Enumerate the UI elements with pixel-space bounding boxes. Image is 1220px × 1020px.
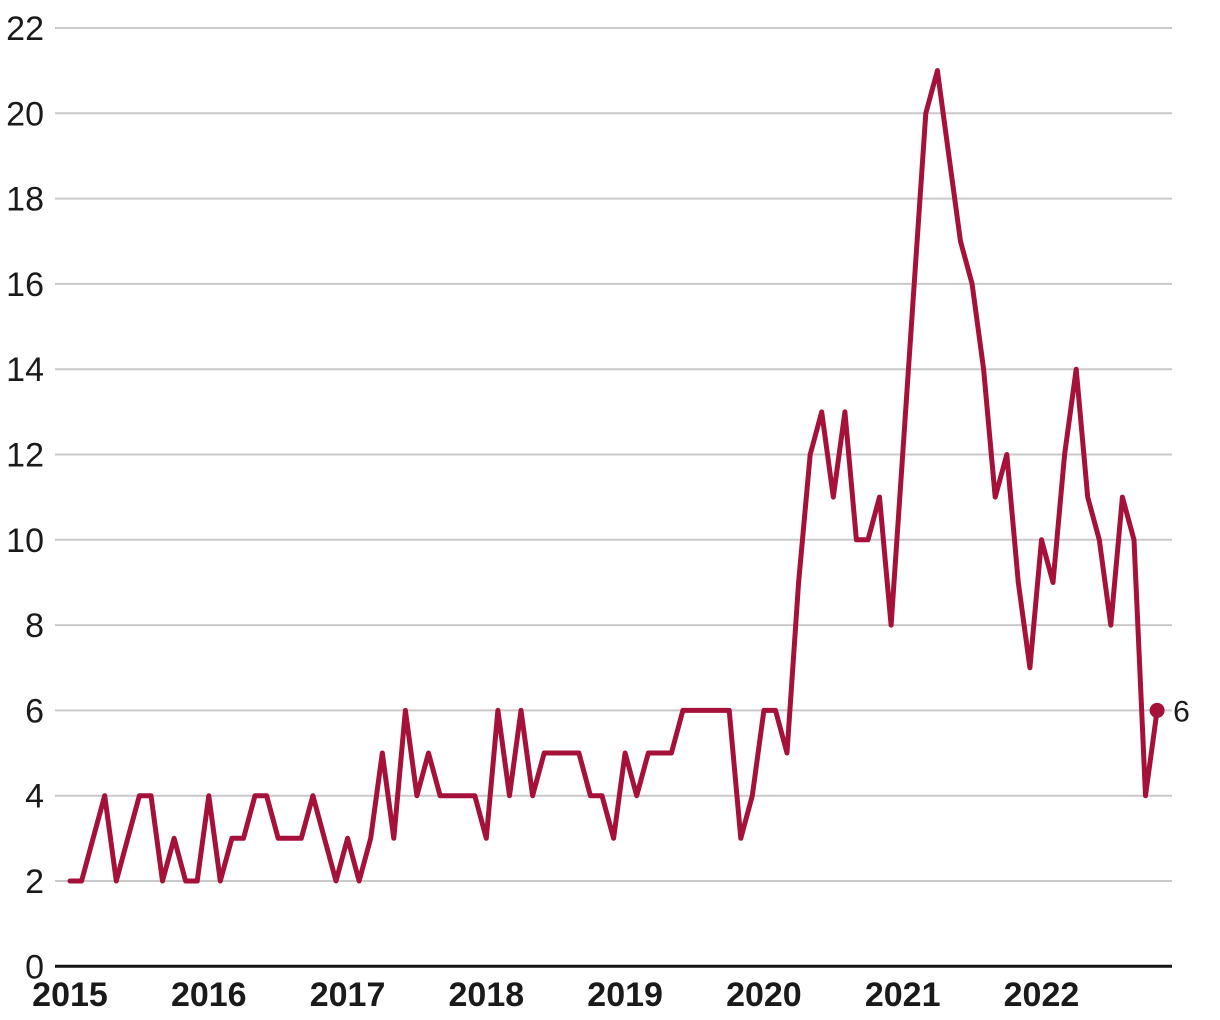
y-tick-label: 22 (6, 10, 44, 48)
y-tick-label: 6 (25, 692, 44, 730)
last-point-value-label: 6 (1173, 695, 1190, 728)
y-tick-label: 18 (6, 181, 44, 219)
x-tick-label: 2021 (865, 976, 941, 1014)
y-tick-label: 20 (6, 95, 44, 133)
x-axis-labels: 2015 2016 2017 2018 2019 2020 2021 2022 (32, 976, 1079, 1014)
y-tick-label: 8 (25, 607, 44, 645)
x-tick-label: 2017 (310, 976, 386, 1014)
y-tick-label: 10 (6, 522, 44, 560)
y-axis-labels: 0 2 4 6 8 10 12 14 16 18 20 22 (6, 10, 44, 986)
x-tick-label: 2016 (171, 976, 247, 1014)
data-series-line (67, 68, 1160, 884)
last-point-marker (1149, 702, 1165, 718)
y-tick-label: 4 (25, 778, 44, 816)
x-tick-label: 2019 (587, 976, 663, 1014)
y-tick-label: 2 (25, 863, 44, 901)
y-tick-label: 0 (25, 948, 44, 986)
x-tick-label: 2022 (1004, 976, 1080, 1014)
gridlines (55, 27, 1172, 968)
y-tick-label: 16 (6, 266, 44, 304)
x-tick-label: 2020 (726, 976, 802, 1014)
y-tick-label: 14 (6, 351, 44, 389)
x-tick-label: 2015 (32, 976, 108, 1014)
y-tick-label: 12 (6, 437, 44, 475)
x-tick-label: 2018 (449, 976, 525, 1014)
